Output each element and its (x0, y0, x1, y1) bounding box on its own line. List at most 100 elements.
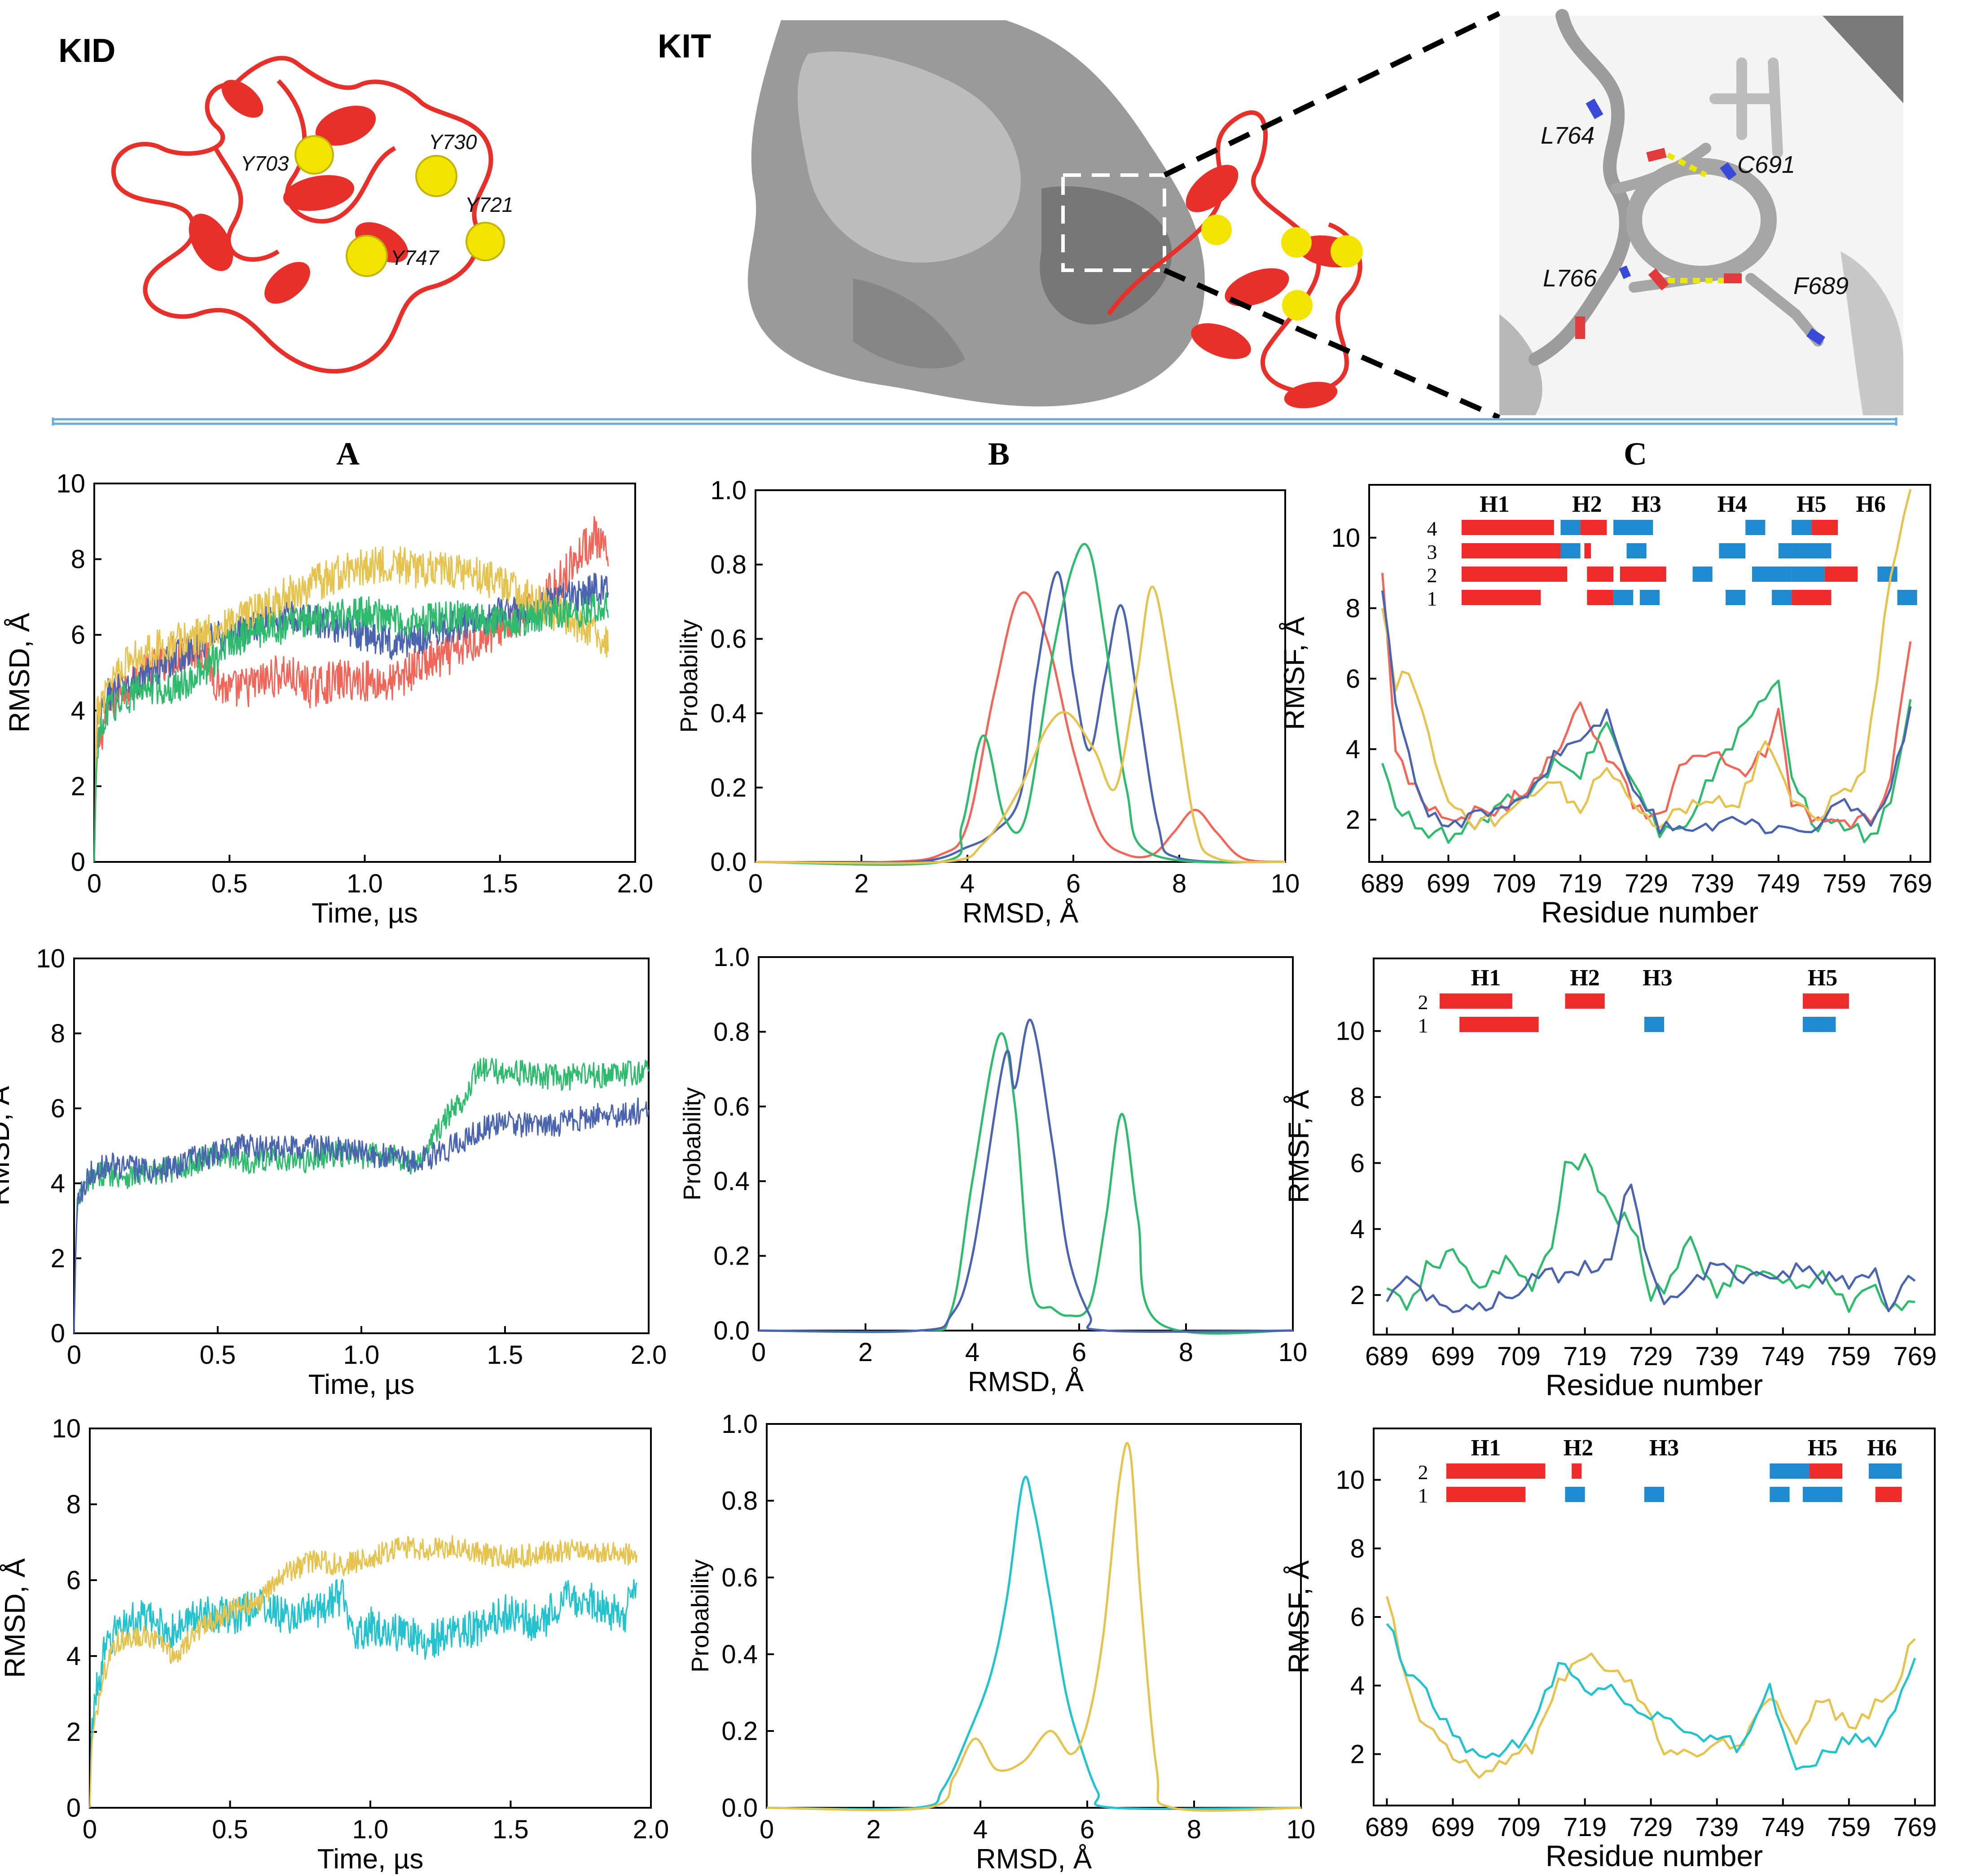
y-tick-label: 10 (1335, 1466, 1365, 1495)
kid-inner-loop-2 (213, 147, 280, 262)
y-tick-label: 6 (1350, 1603, 1365, 1632)
y-tick-label: 4 (1350, 1671, 1365, 1700)
chart-r3b: 0 2 4 6 8 10 0.0 0.2 0.4 0.6 0.8 1.0 RMSD, Å Probabil… (687, 1410, 1315, 1875)
y-tick-label: 0.2 (710, 773, 747, 802)
panel-letter-c: C (1624, 436, 1647, 472)
kid-helix (283, 175, 355, 211)
y-axis-label: RMSD, Å (0, 1558, 31, 1678)
series-line-yellow (1385, 1596, 1916, 1779)
helix-row-label: 1 (1418, 1014, 1428, 1037)
x-tick-label: 689 (1365, 1342, 1409, 1371)
y-tick-label: 0.8 (710, 550, 747, 580)
chart-r2a: 0 0.5 1.0 1.5 2.0 0 2 4 6 8 10 Time, µs RMSD, Å (0, 944, 667, 1400)
y-tick-label: 10 (1331, 523, 1360, 553)
helix-segment (1584, 543, 1591, 558)
y-tick-label: 4 (1350, 1215, 1365, 1244)
helix-segment (1770, 1463, 1810, 1479)
series-line-green (73, 1057, 650, 1334)
chart-r3c: 689 699 709 719 729 739 749 759 769 2 4 6 8 10 Residue… (1283, 1428, 1937, 1872)
kit-kid-helix (1186, 165, 1239, 212)
y-tick-label: 0.6 (721, 1563, 758, 1592)
x-axis-label: Residue number (1541, 896, 1758, 929)
x-tick-label: 8 (1187, 1815, 1201, 1844)
helix-segment (1802, 1487, 1843, 1502)
series-line-yellow (755, 585, 1286, 865)
zoom-side-chain (1709, 57, 1783, 158)
series-line-blue (1386, 1183, 1916, 1314)
zoom-inset: L764 C691 L766 F689 (1499, 9, 1903, 415)
helix-label: H3 (1643, 965, 1672, 991)
chart-r1c: 689 699 709 719 729 739 749 759 769 2 4 6 8 10 Residue… (1278, 484, 1932, 929)
y-axis-label: Probability (687, 1559, 714, 1672)
kid-residue-label: Y703 (241, 152, 289, 175)
helix-segment (1446, 1463, 1546, 1479)
x-tick-label: 4 (973, 1815, 988, 1844)
helix-label: H5 (1797, 492, 1826, 517)
y-axis-label: RMSD, Å (0, 1086, 15, 1206)
helix-segment (1565, 1487, 1585, 1502)
helix-segment (1580, 520, 1607, 535)
series-line-yellow (1381, 489, 1912, 830)
x-tick-label: 739 (1695, 1813, 1739, 1842)
x-tick-label: 2.0 (633, 1815, 669, 1844)
zoom-helix-shadow (1841, 251, 1903, 415)
plot-frame (755, 489, 1286, 863)
series-line-cyan (89, 1579, 638, 1808)
zoom-region-box (1061, 173, 1166, 272)
x-axis-label: Residue number (1546, 1839, 1763, 1872)
y-tick-label: 6 (66, 1566, 81, 1595)
kit-sphere (1281, 227, 1312, 258)
series-line-blue (755, 571, 1286, 864)
helix-label: H6 (1867, 1435, 1897, 1461)
helix-segment (1802, 1017, 1836, 1032)
helix-segment (1440, 993, 1512, 1009)
helix-segment (1897, 590, 1917, 605)
helix-segment (1560, 543, 1581, 558)
y-tick-label: 10 (36, 944, 65, 973)
chart-r2b: 0 2 4 6 8 10 0.0 0.2 0.4 0.6 0.8 1.0 RMSD, Å Probabil… (679, 943, 1307, 1397)
x-tick-label: 699 (1427, 869, 1470, 898)
helix-segment (1560, 520, 1581, 535)
kid-helix (189, 214, 233, 271)
series-line-blue (1381, 590, 1912, 835)
zoom-guide-line (1163, 268, 1501, 420)
x-tick-label: 739 (1695, 1342, 1739, 1371)
helix-label: H1 (1480, 492, 1509, 517)
x-tick-label: 4 (965, 1338, 980, 1367)
helix-segment (1875, 1487, 1902, 1502)
series-line-blue (73, 1097, 650, 1334)
series-line-green (93, 592, 609, 862)
x-tick-label: 739 (1691, 869, 1734, 898)
kit-kid-helix (1191, 323, 1251, 359)
y-tick-label: 6 (1350, 1149, 1365, 1178)
x-tick-label: 0 (67, 1340, 81, 1370)
helix-segment (1745, 520, 1766, 535)
helix-segment (1644, 1487, 1665, 1502)
y-tick-label: 10 (52, 1414, 81, 1443)
x-tick-label: 699 (1431, 1342, 1475, 1371)
helix-segment (1809, 1463, 1843, 1479)
y-tick-label: 1.0 (710, 476, 747, 505)
helix-segment (1587, 567, 1614, 582)
x-tick-label: 749 (1757, 869, 1800, 898)
y-tick-label: 0 (71, 848, 85, 877)
x-tick-label: 0 (83, 1815, 97, 1844)
y-axis-label: RMSF, Å (1278, 616, 1310, 730)
y-tick-label: 0.6 (713, 1092, 750, 1121)
zoom-nitrogen (1586, 98, 1603, 119)
chart-r2c: 689 699 709 719 729 739 749 759 769 2 4 6 8 10 Residue… (1283, 958, 1937, 1402)
zoom-residue-label: F689 (1793, 272, 1849, 299)
helix-segment (1446, 1487, 1526, 1502)
x-tick-label: 759 (1827, 1813, 1871, 1842)
helix-segment (1802, 993, 1849, 1009)
helix-row-label: 1 (1418, 1484, 1428, 1507)
x-tick-label: 10 (1271, 869, 1300, 898)
helix-label: H1 (1471, 1435, 1501, 1461)
series-line-green (755, 543, 1286, 866)
kid-inner-loop (277, 79, 396, 224)
helix-row-label: 4 (1427, 517, 1437, 540)
zoom-inset-bg (1499, 16, 1903, 415)
x-tick-label: 729 (1625, 869, 1668, 898)
helix-segment (1792, 590, 1832, 605)
